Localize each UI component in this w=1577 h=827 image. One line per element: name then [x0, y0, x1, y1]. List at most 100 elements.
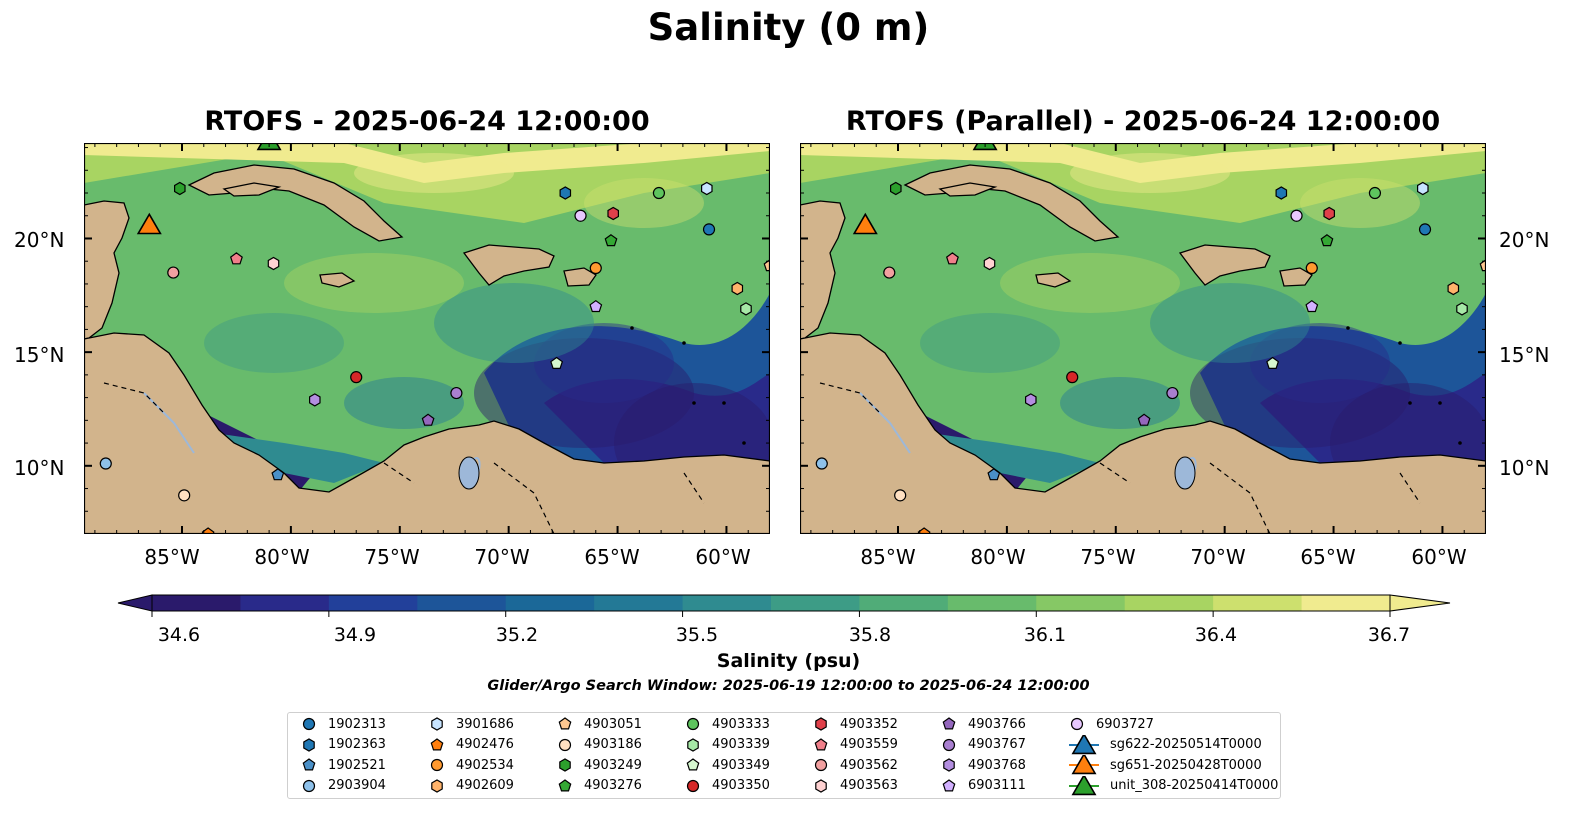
legend-marker-shape [430, 758, 444, 772]
legend-item-4902476: 4902476 [428, 735, 514, 755]
small-island [1346, 326, 1350, 330]
platform-marker-1902313 [1418, 223, 1432, 236]
legend-marker-shape [431, 717, 443, 731]
platform-marker-4903768 [1025, 393, 1037, 407]
platform-marker-4902609 [1447, 281, 1460, 296]
legend-label: 1902521 [328, 757, 386, 773]
lon-label-80w-left: 80°W [254, 545, 310, 569]
legend-marker-shape [686, 717, 700, 731]
salinity-eddy [344, 377, 464, 429]
legend-marker-shape [558, 738, 572, 751]
platform-marker-1902313 [702, 223, 716, 236]
legend-marker-circle-icon [686, 717, 700, 731]
salinity-eddy [920, 313, 1060, 373]
legend-marker-shape [686, 779, 700, 792]
island-landmass [1035, 272, 1072, 288]
colorbar-segment [771, 595, 860, 611]
platform-marker-1902521 [987, 468, 1001, 481]
legend-label: 4902609 [456, 778, 514, 793]
platform-marker-1902363 [559, 186, 572, 200]
legend-marker-shape [1071, 775, 1097, 795]
platform-marker-2903904 [815, 457, 828, 470]
legend-marker-shape [1070, 717, 1084, 731]
small-island [722, 401, 726, 405]
colorbar-tick: 35.5 [675, 624, 719, 646]
legend-marker-circle-icon [430, 758, 444, 772]
legend-label: 4903563 [840, 778, 898, 793]
salinity-eddy [584, 178, 704, 228]
platform-marker-6903727 [1290, 209, 1303, 222]
small-island [742, 441, 746, 445]
colorbar-extend-low [117, 594, 153, 612]
platform-marker-3901686 [701, 181, 713, 196]
hispaniola-landmass [462, 244, 555, 286]
legend-marker-circle-icon [686, 779, 700, 792]
legend-item-2903904: 2903904 [300, 776, 386, 796]
platform-marker-4903249 [890, 181, 902, 196]
legend-marker-shape [814, 758, 828, 772]
legend-marker-pentagon-icon [942, 717, 956, 730]
legend-item-4903563: 4903563 [812, 776, 898, 796]
lat-label-15n-right: 15°N [1499, 343, 1550, 367]
legend-item-4903767: 4903767 [940, 735, 1026, 755]
platform-marker-4903051 [763, 259, 770, 272]
platform-marker-4903249 [174, 181, 186, 196]
legend-item-3901686: 3901686 [428, 714, 514, 734]
legend-marker-hexagon-icon [687, 737, 699, 752]
platform-marker-4903563 [983, 256, 996, 271]
legend-item-6903727: 6903727 [1068, 714, 1154, 734]
colorbar-tick: 35.8 [848, 624, 892, 646]
colorbar-segment [594, 595, 684, 611]
salinity-eddy [354, 153, 514, 193]
small-island [1438, 401, 1442, 405]
legend-label: 4902476 [456, 737, 514, 752]
salinity-eddy [534, 323, 674, 403]
legend-marker-hexagon-icon [943, 758, 955, 772]
legend-marker-shape [815, 717, 827, 731]
colorbar-segment [947, 595, 1037, 611]
legend-label: 4903559 [840, 737, 898, 752]
legend-marker-triangle-icon [1069, 734, 1099, 754]
legend-label: 4903249 [584, 757, 642, 773]
colorbar-segment [152, 595, 241, 611]
legend-marker-hexagon-icon [303, 737, 315, 752]
legend-marker-shape [558, 717, 572, 730]
platform-marker-4903349 [550, 356, 564, 369]
legend-marker-shape [943, 758, 955, 772]
lon-label-60w-right: 60°W [1411, 545, 1467, 569]
lon-label-65w-right: 65°W [1300, 545, 1356, 569]
legend-marker-circle-icon [302, 717, 316, 731]
salinity-eddy [434, 283, 594, 363]
coastal-mid-salinity [930, 433, 1100, 483]
colorbar-tick: 34.6 [157, 624, 201, 646]
colorbar-segment [417, 595, 507, 611]
legend-marker-hexagon-icon [815, 717, 827, 731]
colorbar-tick-labels: 34.6 34.9 35.2 35.5 35.8 36.1 36.4 36.7 [0, 624, 1577, 648]
legend-marker-circle-icon [942, 738, 956, 751]
lon-label-70w-left: 70°W [474, 545, 530, 569]
platform-marker-4903766 [1137, 413, 1151, 426]
legend-marker-shape [814, 737, 828, 750]
platform-marker-4903186 [178, 489, 191, 502]
search-window-note: Glider/Argo Search Window: 2025-06-19 12… [487, 678, 1090, 694]
central-south-america-landmass [800, 332, 1486, 534]
legend-item-4903339: 4903339 [684, 735, 770, 755]
legend-marker-shape [1071, 734, 1097, 754]
legend-marker-triangle-icon [1069, 755, 1099, 775]
small-island [682, 341, 686, 345]
legend-item-4903768: 4903768 [940, 755, 1026, 775]
legend-marker-hexagon-icon [559, 758, 571, 772]
platform-marker-4903333 [1368, 186, 1382, 200]
legend-label: 1902363 [328, 737, 386, 752]
platform-marker-4903767 [1166, 386, 1179, 400]
legend-label: 4903276 [584, 778, 642, 793]
central-south-america-landmass [84, 332, 770, 534]
island-landmass [1279, 267, 1313, 287]
salinity-eddy [1150, 283, 1310, 363]
panel-title-rtofs-parallel: RTOFS (Parallel) - 2025-06-24 12:00:00 [845, 106, 1441, 137]
platform-marker-4903350 [1066, 371, 1079, 384]
small-island [692, 401, 696, 405]
platform-marker-4902609 [731, 281, 744, 296]
small-island [630, 326, 634, 330]
legend-label: sg622-20250514T0000 [1110, 737, 1262, 752]
